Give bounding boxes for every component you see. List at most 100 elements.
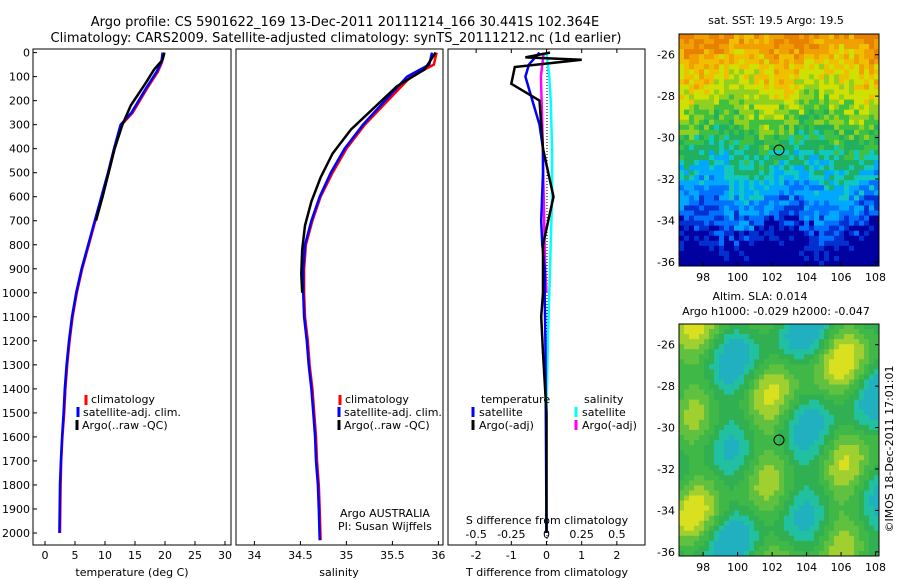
sst-cell: [694, 170, 700, 176]
sst-cell: [859, 144, 865, 151]
sla-cell: [734, 429, 740, 436]
sla-cell: [844, 465, 850, 471]
sst-cell: [874, 89, 880, 95]
sst-cell: [759, 74, 765, 80]
sla-cell: [859, 490, 865, 496]
sst-cell: [849, 225, 855, 232]
sst-cell: [714, 49, 720, 55]
sla-cell: [844, 364, 850, 370]
sla-cell: [794, 359, 800, 365]
sst-cell: [854, 114, 860, 121]
sst-cell: [714, 150, 720, 156]
sla-cell: [689, 495, 695, 501]
sst-cell: [689, 200, 695, 206]
sst-cell: [834, 139, 840, 146]
difference-series: [509, 51, 582, 534]
header-line2: Climatology: CARS2009. Satellite-adjuste…: [51, 31, 622, 46]
sst-cell: [809, 215, 815, 222]
sla-cell: [694, 429, 700, 436]
sla-cell: [814, 339, 820, 345]
sst-cell: [719, 195, 725, 201]
sla-cell: [734, 359, 740, 365]
sst-cell: [834, 225, 840, 232]
sla-cell: [849, 424, 855, 431]
sst-cell: [739, 190, 745, 196]
sst-cell: [739, 185, 745, 191]
sst-cell: [844, 34, 850, 40]
sst-cell: [779, 225, 785, 232]
sst-cell: [839, 119, 845, 126]
sst-cell: [859, 109, 865, 116]
sst-lat-tick-label: -32: [657, 173, 675, 186]
sla-cell: [754, 525, 760, 532]
sla-cell: [864, 510, 870, 517]
sla-cell: [739, 490, 745, 496]
sla-cell: [854, 349, 860, 355]
sla-cell: [754, 470, 760, 476]
temperature-series-satellite-adj-clim: [58, 52, 164, 534]
sla-cell: [679, 500, 685, 506]
sst-cell: [744, 39, 750, 45]
sla-cell: [694, 324, 700, 330]
sst-cell: [779, 74, 785, 80]
sla-cell: [694, 515, 700, 522]
sla-cell: [754, 475, 760, 481]
sla-cell: [709, 404, 715, 411]
sst-cell: [794, 155, 800, 161]
sla-cell: [874, 475, 880, 481]
sla-cell: [779, 364, 785, 370]
sst-cell: [704, 39, 710, 45]
sst-cell: [694, 124, 700, 131]
t-difference-tick-label: 1: [578, 549, 585, 562]
sst-cell: [844, 245, 850, 252]
sst-cell: [719, 39, 725, 45]
sla-cell: [874, 434, 880, 441]
sst-cell: [784, 165, 790, 171]
sst-cell: [809, 150, 815, 156]
sst-cell: [794, 119, 800, 126]
sst-cell: [734, 104, 740, 111]
sst-cell: [829, 64, 835, 70]
sla-cell: [729, 434, 735, 441]
sla-cell: [804, 339, 810, 345]
sla-cell: [759, 450, 765, 456]
sla-cell: [734, 545, 740, 552]
sst-cell: [834, 180, 840, 186]
sla-cell: [749, 550, 755, 557]
sst-cell: [779, 79, 785, 85]
sla-cell: [859, 419, 865, 426]
sst-cell: [764, 245, 770, 252]
sla-cell: [854, 324, 860, 330]
sst-cell: [709, 165, 715, 171]
sst-cell: [734, 89, 740, 95]
sst-cell: [849, 144, 855, 151]
sst-cell: [769, 235, 775, 242]
sst-cell: [749, 255, 755, 262]
sla-cell: [829, 535, 835, 542]
sst-cell: [739, 59, 745, 65]
sst-cell: [819, 240, 825, 247]
sla-cell: [839, 374, 845, 380]
sla-cell: [874, 364, 880, 370]
sst-cell: [794, 49, 800, 55]
sst-cell: [694, 210, 700, 216]
sst-cell: [739, 89, 745, 95]
sla-cell: [834, 490, 840, 496]
sla-cell: [724, 450, 730, 456]
sst-cell: [799, 235, 805, 242]
sla-cell: [854, 339, 860, 345]
sla-cell: [814, 455, 820, 461]
sst-cell: [814, 124, 820, 131]
sla-cell: [814, 480, 820, 486]
sst-cell: [839, 195, 845, 201]
sst-cell: [709, 250, 715, 257]
sla-cell: [809, 399, 815, 406]
sst-cell: [704, 150, 710, 156]
sst-cell: [709, 155, 715, 161]
sst-cell: [699, 119, 705, 126]
temperature-tick-label: 20: [158, 549, 172, 562]
sla-cell: [739, 540, 745, 547]
sst-cell: [699, 240, 705, 247]
sst-cell: [804, 200, 810, 206]
sla-cell: [729, 324, 735, 330]
